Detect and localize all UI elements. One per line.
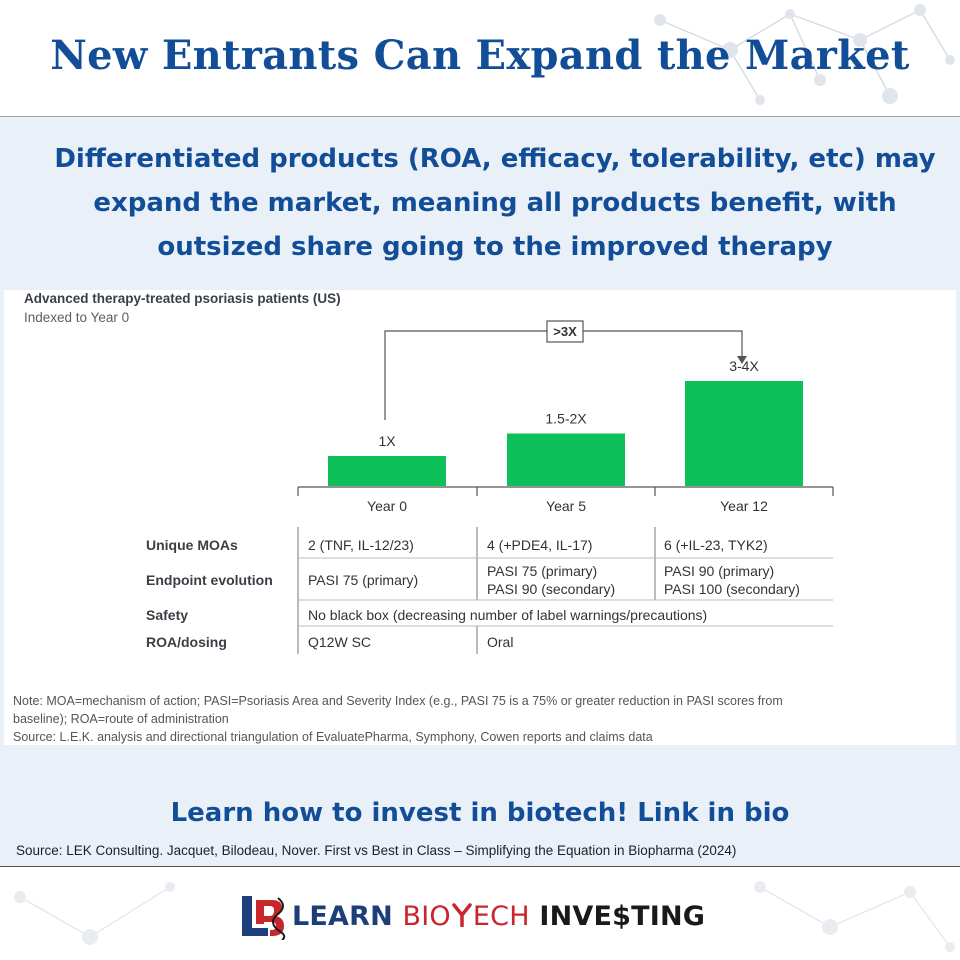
table-row-label: Endpoint evolution xyxy=(146,572,273,588)
chart-container: Advanced therapy-treated psoriasis patie… xyxy=(4,290,956,745)
antibody-icon xyxy=(452,902,472,928)
table-row-label: Unique MOAs xyxy=(146,537,238,553)
table-cell: PASI 75 (primary) PASI 90 (secondary) xyxy=(487,563,615,597)
table-cell: Q12W SC xyxy=(308,634,371,650)
note-line: Note: MOA=mechanism of action; PASI=Psor… xyxy=(13,694,783,708)
table-cell: 4 (+PDE4, IL-17) xyxy=(487,537,592,553)
header: New Entrants Can Expand the Market xyxy=(0,0,960,117)
bracket-label: >3X xyxy=(553,324,577,339)
x-tick-label: Year 5 xyxy=(546,498,586,514)
molecule-decoration-icon xyxy=(654,4,955,105)
bar-year-12 xyxy=(685,381,803,486)
molecule-decoration-icon xyxy=(14,881,955,952)
call-to-action: Learn how to invest in biotech! Link in … xyxy=(170,798,790,828)
bar-year-5 xyxy=(507,433,625,486)
wordmark-learn: LEARN xyxy=(292,900,393,932)
bar-data-label: 3-4X xyxy=(729,358,759,374)
footer-divider xyxy=(0,866,960,867)
brand-wordmark: LEARN BIO ECH INVE$TING xyxy=(292,901,705,932)
wordmark-investing: INVE$TING xyxy=(539,900,706,932)
table-row-label: ROA/dosing xyxy=(146,634,227,650)
table-cell: No black box (decreasing number of label… xyxy=(308,607,707,623)
chart-notes: Note: MOA=mechanism of action; PASI=Psor… xyxy=(13,694,783,744)
wordmark-bio: BIO xyxy=(402,900,451,932)
note-line: Source: L.E.K. analysis and directional … xyxy=(13,730,653,744)
page-title: New Entrants Can Expand the Market xyxy=(50,32,910,79)
chart-title: Advanced therapy-treated psoriasis patie… xyxy=(24,291,341,306)
table-cell: Oral xyxy=(487,634,513,650)
x-tick-label: Year 0 xyxy=(367,498,407,514)
x-tick-label: Year 12 xyxy=(720,498,768,514)
table-row-label: Safety xyxy=(146,607,188,623)
table-cell: PASI 75 (primary) xyxy=(308,572,418,588)
comparison-table: Unique MOAs Endpoint evolution Safety RO… xyxy=(146,527,833,654)
brand-logo: LEARN BIO ECH INVE$TING xyxy=(238,891,705,941)
growth-bracket: >3X xyxy=(384,320,747,420)
source-citation: Source: LEK Consulting. Jacquet, Bilodea… xyxy=(16,843,737,858)
subheadline-line-2: expand the market, meaning all products … xyxy=(93,188,897,218)
table-cell: 2 (TNF, IL-12/23) xyxy=(308,537,414,553)
bar-data-label: 1.5-2X xyxy=(545,411,587,427)
subheadline-line-3: outsized share going to the improved the… xyxy=(157,232,833,262)
wordmark-ech: ECH xyxy=(472,900,530,932)
subheadline-line-1: Differentiated products (ROA, efficacy, … xyxy=(54,144,936,174)
note-line: baseline); ROA=route of administration xyxy=(13,712,229,726)
chart-subtitle: Indexed to Year 0 xyxy=(24,310,129,325)
table-cell: 6 (+IL-23, TYK2) xyxy=(664,537,768,553)
bar-year-0 xyxy=(328,456,446,486)
lb-monogram-icon xyxy=(242,896,286,940)
bar-data-label: 1X xyxy=(378,433,396,449)
table-cell: PASI 90 (primary) PASI 100 (secondary) xyxy=(664,563,800,597)
subheadline: Differentiated products (ROA, efficacy, … xyxy=(40,137,950,269)
chart-svg: Advanced therapy-treated psoriasis patie… xyxy=(13,291,834,744)
